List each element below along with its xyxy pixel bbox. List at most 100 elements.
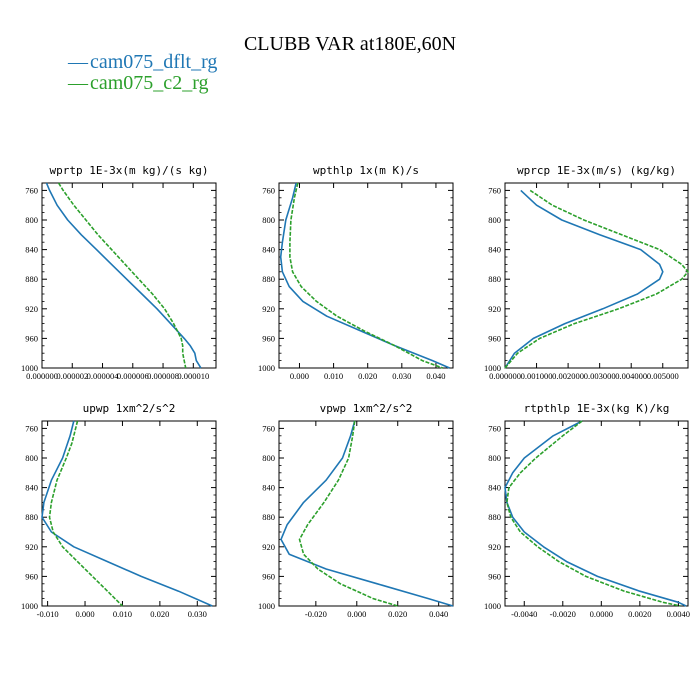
panel-6: rtpthlp 1E-3x(kg K)/kg 760 800 840 880 920 960… xyxy=(484,402,690,619)
x-tick-label: 0.001000 xyxy=(521,371,553,381)
plot-frame xyxy=(278,182,454,369)
y-tick-label: 960 xyxy=(262,571,275,581)
figure-title: CLUBB VAR at180E,60N xyxy=(244,33,456,55)
y-tick-label: 880 xyxy=(262,512,275,522)
x-tick-label: 0.000004 xyxy=(87,371,120,381)
y-tick-label: 920 xyxy=(262,542,275,552)
y-tick-label: 920 xyxy=(262,304,275,314)
panel-title: rtpthlp 1E-3x(kg K)/kg xyxy=(524,402,670,415)
y-tick-label: 920 xyxy=(488,304,501,314)
x-tick-label: 0.020 xyxy=(150,609,169,619)
x-tick-label: 0.000008 xyxy=(147,371,179,381)
series-line-c2 xyxy=(57,182,187,369)
panel-title: wpthlp 1x(m K)/s xyxy=(313,164,419,177)
panel-3: wprcp 1E-3x(m/s) (kg/kg) 760 800 840 880 920 9… xyxy=(484,164,689,381)
y-tick-label: 1000 xyxy=(258,363,275,373)
y-tick-label: 1000 xyxy=(484,363,501,373)
y-tick-label: 1000 xyxy=(484,601,501,611)
panel-5: vpwp 1xm^2/s^2 760 800 840 880 920 960 1000 -0.0… xyxy=(258,402,454,619)
panel-1: wprtp 1E-3x(m kg)/(s kg) 760 800 840 880 920 9… xyxy=(21,164,217,381)
x-tick-label: 0.0020 xyxy=(628,609,651,619)
y-tick-label: 760 xyxy=(25,423,38,433)
x-tick-label: 0.010 xyxy=(324,371,343,381)
series-line-c2 xyxy=(298,420,398,607)
x-tick-label: 0.000 xyxy=(290,371,309,381)
x-tick-label: 0.0040 xyxy=(667,609,690,619)
series-line-c2 xyxy=(504,189,689,369)
panel-title: wprtp 1E-3x(m kg)/(s kg) xyxy=(50,164,209,177)
y-tick-label: 960 xyxy=(25,333,38,343)
series-line-c2 xyxy=(506,420,681,607)
panel-4: upwp 1xm^2/s^2 760 800 840 880 920 960 1000-0.0… xyxy=(21,402,217,619)
y-tick-label: 800 xyxy=(25,453,38,463)
x-tick-label: -0.0020 xyxy=(550,609,576,619)
y-tick-label: 1000 xyxy=(258,601,275,611)
y-tick-label: 800 xyxy=(488,215,501,225)
series-line-c2 xyxy=(48,420,124,607)
x-tick-label: 0.000000 xyxy=(26,371,58,381)
y-tick-label: 840 xyxy=(488,245,501,255)
x-tick-label: -0.020 xyxy=(305,609,327,619)
y-tick-label: 880 xyxy=(25,512,38,522)
x-tick-label: 0.030 xyxy=(392,371,411,381)
panel-title: wprcp 1E-3x(m/s) (kg/kg) xyxy=(517,164,676,177)
y-tick-label: 760 xyxy=(488,185,501,195)
y-tick-label: 880 xyxy=(488,512,501,522)
series-line-dflt xyxy=(45,182,202,369)
y-tick-label: 960 xyxy=(25,571,38,581)
y-tick-label: 920 xyxy=(25,304,38,314)
panel-title: vpwp 1xm^2/s^2 xyxy=(320,402,413,415)
y-tick-label: 760 xyxy=(262,185,275,195)
y-tick-label: 760 xyxy=(488,423,501,433)
y-tick-label: 800 xyxy=(25,215,38,225)
y-tick-label: 880 xyxy=(488,274,501,284)
x-tick-label: -0.0040 xyxy=(511,609,537,619)
y-tick-label: 1000 xyxy=(21,363,38,373)
x-tick-label: 0.000 xyxy=(75,609,94,619)
legend-label-c2: cam075_c2_rg xyxy=(90,72,209,94)
y-tick-label: 960 xyxy=(488,333,501,343)
x-tick-label: 0.003000 xyxy=(584,371,616,381)
x-tick-label: 0.000000 xyxy=(489,371,521,381)
plot-frame xyxy=(41,182,217,369)
y-tick-label: 960 xyxy=(262,333,275,343)
x-tick-label: 0.004000 xyxy=(615,371,647,381)
x-tick-label: 0.000010 xyxy=(177,371,209,381)
x-tick-label: 0.040 xyxy=(429,609,448,619)
plot-frame xyxy=(278,420,454,607)
y-tick-label: 840 xyxy=(262,245,275,255)
x-tick-label: 0.020 xyxy=(358,371,377,381)
y-tick-label: 760 xyxy=(262,423,275,433)
x-tick-label: -0.010 xyxy=(37,609,59,619)
x-tick-label: 0.030 xyxy=(188,609,207,619)
legend-label-dflt: cam075_dflt_rg xyxy=(90,51,217,73)
y-tick-label: 920 xyxy=(488,542,501,552)
legend-marker-c2: — xyxy=(67,72,89,94)
x-tick-label: 0.010 xyxy=(113,609,132,619)
series-line-dflt xyxy=(504,189,664,369)
series-line-dflt xyxy=(280,420,454,607)
series-line-dflt xyxy=(41,420,213,607)
series-line-dflt xyxy=(279,182,450,369)
y-tick-label: 840 xyxy=(262,483,275,493)
panel-2: wpthlp 1x(m K)/s 760 800 840 880 920 960 1000 0.… xyxy=(258,164,454,381)
y-tick-label: 800 xyxy=(262,215,275,225)
y-tick-label: 920 xyxy=(25,542,38,552)
y-tick-label: 800 xyxy=(262,453,275,463)
x-tick-label: 0.020 xyxy=(388,609,407,619)
y-tick-label: 1000 xyxy=(21,601,38,611)
y-tick-label: 880 xyxy=(25,274,38,284)
y-tick-label: 880 xyxy=(262,274,275,284)
x-tick-label: 0.0000 xyxy=(590,609,613,619)
y-tick-label: 760 xyxy=(25,185,38,195)
legend-marker-dflt: — xyxy=(67,51,89,73)
panel-title: upwp 1xm^2/s^2 xyxy=(83,402,176,415)
x-tick-label: 0.000006 xyxy=(117,371,149,381)
plot-frame xyxy=(504,420,689,607)
x-tick-label: 0.002000 xyxy=(552,371,584,381)
x-tick-label: 0.040 xyxy=(426,371,445,381)
panel-grid: wprtp 1E-3x(m kg)/(s kg) 760 800 840 880 920 9… xyxy=(21,164,690,619)
series-line-c2 xyxy=(289,182,444,369)
plot-frame xyxy=(504,182,689,369)
